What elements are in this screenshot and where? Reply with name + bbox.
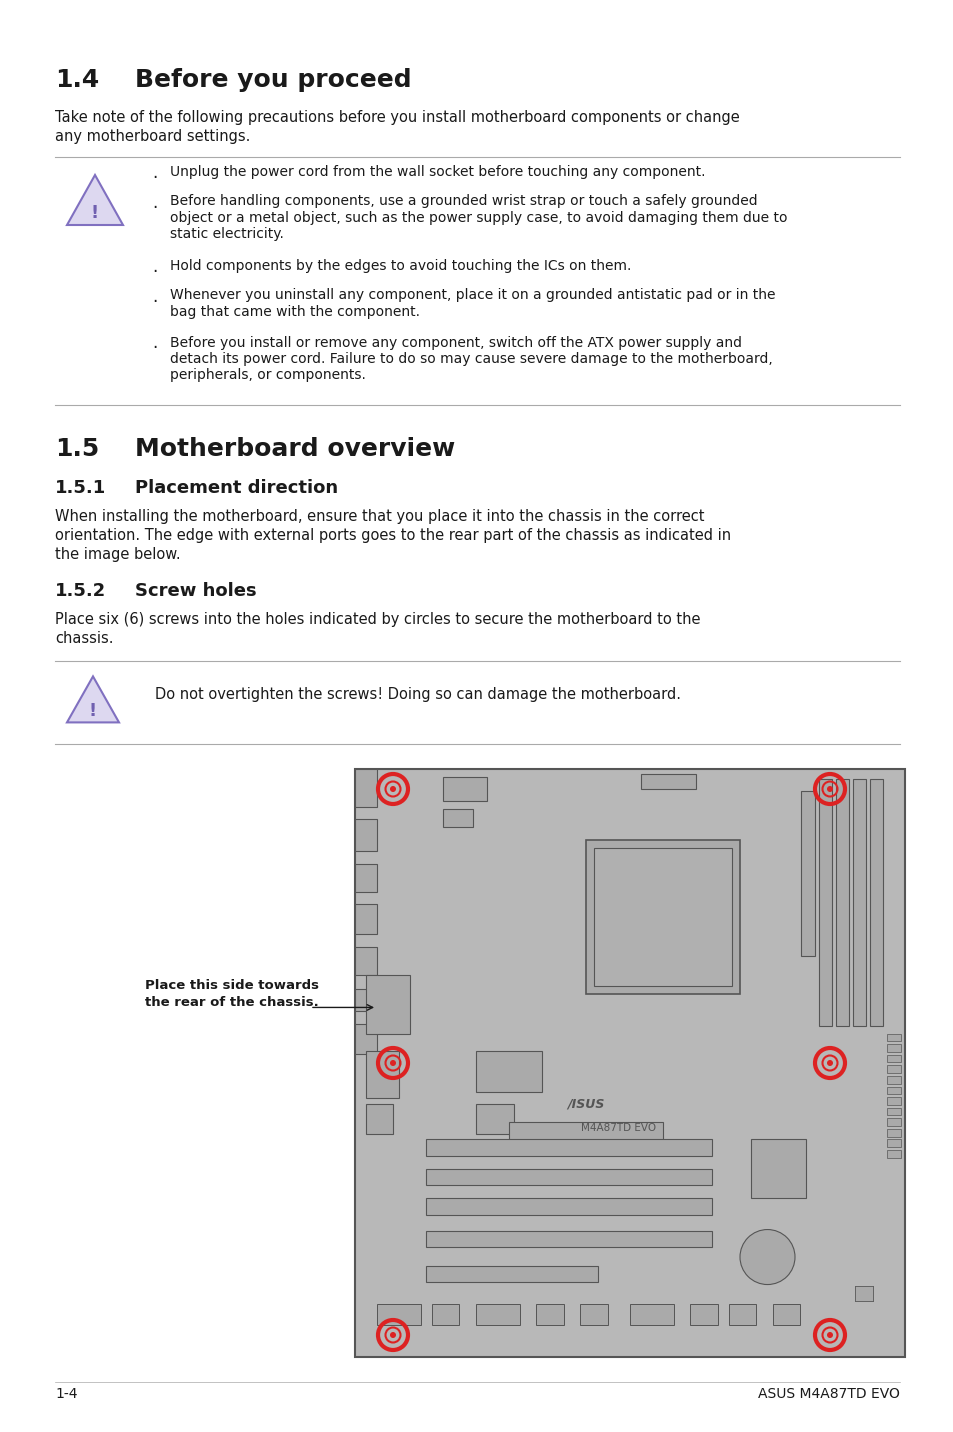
Circle shape — [826, 786, 832, 792]
Bar — [476, 1104, 514, 1134]
Text: Place this side towards: Place this side towards — [145, 979, 318, 992]
Bar — [886, 1075, 900, 1084]
Bar — [426, 1230, 712, 1247]
Bar — [750, 1140, 805, 1199]
Bar — [426, 1140, 712, 1156]
Bar — [886, 1097, 900, 1104]
Bar — [886, 1140, 900, 1147]
Bar — [355, 1024, 376, 1054]
Bar — [640, 775, 696, 789]
Bar — [355, 863, 376, 892]
Text: ·: · — [152, 169, 157, 188]
Bar — [886, 1150, 900, 1157]
Bar — [886, 1044, 900, 1053]
Bar — [886, 1034, 900, 1041]
Bar — [476, 1305, 519, 1325]
Text: Before you install or remove any component, switch off the ATX power supply and
: Before you install or remove any compone… — [170, 335, 772, 382]
Text: /ISUS: /ISUS — [567, 1098, 604, 1111]
Bar — [886, 1128, 900, 1137]
Bar — [442, 809, 473, 828]
Bar — [854, 1286, 872, 1302]
Text: ·: · — [152, 339, 157, 358]
Text: 1.5.2: 1.5.2 — [55, 581, 106, 600]
Bar — [869, 779, 882, 1025]
Bar — [801, 790, 814, 955]
Text: ·: · — [152, 292, 157, 311]
Text: Before you proceed: Before you proceed — [135, 67, 411, 92]
Bar — [854, 1286, 872, 1302]
Bar — [355, 990, 376, 1011]
Circle shape — [826, 1332, 832, 1337]
Text: Place six (6) screws into the holes indicated by circles to secure the motherboa: Place six (6) screws into the holes indi… — [55, 611, 700, 627]
Bar — [366, 975, 410, 1034]
Text: ·: · — [152, 263, 157, 281]
Bar — [355, 904, 376, 934]
Bar — [772, 1305, 800, 1325]
Circle shape — [390, 1332, 395, 1337]
Text: chassis.: chassis. — [55, 632, 113, 646]
Polygon shape — [67, 175, 123, 225]
Bar — [886, 1108, 900, 1116]
Bar — [442, 778, 486, 800]
Text: Take note of the following precautions before you install motherboard components: Take note of the following precautions b… — [55, 110, 739, 125]
Text: any motherboard settings.: any motherboard settings. — [55, 129, 250, 145]
Bar — [476, 1051, 541, 1093]
Circle shape — [390, 1060, 395, 1065]
Text: ASUS M4A87TD EVO: ASUS M4A87TD EVO — [758, 1388, 899, 1400]
Polygon shape — [67, 676, 119, 722]
Text: the image below.: the image below. — [55, 547, 180, 561]
Bar — [366, 1104, 393, 1134]
Bar — [355, 947, 376, 975]
Text: 1.4: 1.4 — [55, 67, 99, 92]
Text: Whenever you uninstall any component, place it on a grounded antistatic pad or i: Whenever you uninstall any component, pl… — [170, 288, 775, 319]
Circle shape — [826, 1060, 832, 1065]
Text: orientation. The edge with external ports goes to the rear part of the chassis a: orientation. The edge with external port… — [55, 528, 730, 543]
Bar — [579, 1305, 607, 1325]
Bar — [886, 1087, 900, 1094]
Bar — [629, 1305, 673, 1325]
Bar — [355, 819, 376, 851]
Bar — [690, 1305, 718, 1325]
Text: 1.5.1: 1.5.1 — [55, 478, 106, 497]
Text: Motherboard overview: Motherboard overview — [135, 437, 455, 461]
Bar — [536, 1305, 563, 1325]
Bar — [585, 839, 740, 994]
Text: Hold components by the edges to avoid touching the ICs on them.: Hold components by the edges to avoid to… — [170, 259, 631, 274]
Circle shape — [740, 1230, 794, 1285]
Bar — [426, 1199, 712, 1214]
Text: Do not overtighten the screws! Doing so can damage the motherboard.: Do not overtighten the screws! Doing so … — [154, 687, 680, 702]
Text: M4A87TD EVO: M4A87TD EVO — [580, 1123, 656, 1133]
Bar — [728, 1305, 756, 1325]
Bar — [854, 1286, 872, 1302]
Bar — [426, 1169, 712, 1186]
Circle shape — [390, 786, 395, 792]
Bar — [594, 848, 731, 985]
Bar — [366, 1051, 398, 1098]
Bar — [835, 779, 848, 1025]
Text: Before handling components, use a grounded wrist strap or touch a safely grounde: Before handling components, use a ground… — [170, 195, 786, 241]
Text: 1-4: 1-4 — [55, 1388, 77, 1400]
Text: ·: · — [152, 199, 157, 216]
Text: Unplug the power cord from the wall socket before touching any component.: Unplug the power cord from the wall sock… — [170, 165, 705, 179]
Text: When installing the motherboard, ensure that you place it into the chassis in th: When installing the motherboard, ensure … — [55, 508, 703, 524]
Bar — [426, 1266, 598, 1282]
Bar — [355, 769, 376, 808]
Text: Placement direction: Placement direction — [135, 478, 337, 497]
Bar — [886, 1065, 900, 1073]
Text: Screw holes: Screw holes — [135, 581, 256, 600]
Text: the rear of the chassis.: the rear of the chassis. — [145, 997, 318, 1010]
Bar — [818, 779, 831, 1025]
Text: 1.5: 1.5 — [55, 437, 99, 461]
Text: !: ! — [89, 702, 97, 720]
Bar — [376, 1305, 420, 1325]
Bar — [886, 1118, 900, 1126]
Bar — [432, 1305, 459, 1325]
Bar — [509, 1121, 662, 1146]
Text: !: ! — [91, 203, 99, 222]
Bar — [852, 779, 865, 1025]
Bar — [886, 1055, 900, 1063]
Bar — [355, 769, 904, 1358]
